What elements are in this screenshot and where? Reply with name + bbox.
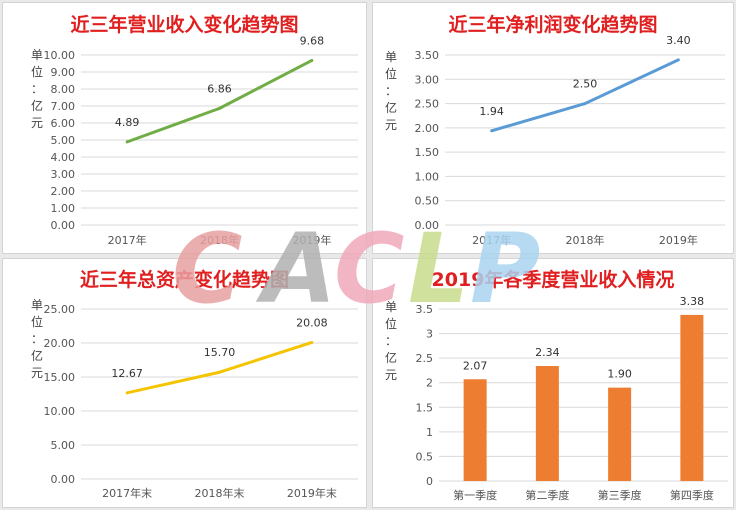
data-label: 6.86 bbox=[207, 82, 232, 95]
data-point bbox=[218, 370, 221, 374]
series-line bbox=[491, 58, 679, 133]
y-tick-label: 0.00 bbox=[51, 473, 76, 486]
y-tick-label: 9.00 bbox=[51, 66, 76, 79]
y-axis-label: 单位：亿元 bbox=[31, 298, 43, 380]
y-tick-label: 25.00 bbox=[44, 303, 76, 316]
x-tick-label: 2019年 bbox=[292, 233, 331, 247]
x-tick-label: 2017年 bbox=[108, 233, 147, 247]
data-label: 20.08 bbox=[296, 316, 328, 329]
x-tick-label: 第三季度 bbox=[598, 488, 642, 502]
chart-title: 近三年净利润变化趋势图 bbox=[448, 13, 657, 36]
y-tick-label: 3.00 bbox=[415, 73, 440, 86]
y-tick-label: 20.00 bbox=[44, 337, 76, 350]
data-label: 4.89 bbox=[115, 116, 140, 129]
data-label: 3.40 bbox=[666, 34, 691, 47]
y-tick-label: 15.00 bbox=[44, 371, 76, 384]
y-tick-label: 10.00 bbox=[44, 49, 76, 62]
x-tick-label: 2018年 bbox=[200, 233, 239, 247]
total-assets-chart-panel: 近三年总资产变化趋势图单位：亿元 0.00 5.00 10.00 15.00 20.00 2… bbox=[2, 258, 367, 508]
y-tick-label: 2.5 bbox=[416, 352, 434, 365]
y-tick-label: 0 bbox=[426, 475, 433, 488]
data-point bbox=[490, 129, 494, 133]
bar bbox=[463, 379, 487, 481]
y-tick-label: 2.00 bbox=[415, 122, 440, 135]
data-label: 1.90 bbox=[607, 368, 632, 381]
x-tick-label: 2018年末 bbox=[195, 486, 245, 500]
y-tick-label: 1 bbox=[426, 426, 433, 439]
data-point bbox=[125, 140, 129, 144]
y-tick-label: 8.00 bbox=[51, 83, 76, 96]
data-label: 2.34 bbox=[535, 346, 560, 359]
y-tick-label: 5.00 bbox=[51, 439, 76, 452]
x-tick-label: 2017年 bbox=[472, 233, 511, 247]
y-axis-label: 单位：亿元 bbox=[31, 48, 43, 130]
y-tick-label: 1.5 bbox=[416, 401, 434, 414]
y-axis-label: 单位：亿元 bbox=[385, 300, 397, 382]
y-tick-label: 5.00 bbox=[51, 134, 76, 147]
data-point bbox=[218, 106, 221, 110]
bar bbox=[535, 366, 559, 481]
y-tick-label: 10.00 bbox=[44, 405, 76, 418]
y-tick-label: 1.50 bbox=[415, 146, 440, 159]
y-tick-label: 0.5 bbox=[416, 450, 434, 463]
series-line bbox=[126, 59, 313, 144]
x-tick-label: 2019年末 bbox=[287, 486, 337, 500]
data-label: 2.50 bbox=[573, 78, 598, 91]
data-point bbox=[676, 58, 680, 62]
y-axis-label: 单位：亿元 bbox=[385, 50, 397, 132]
y-tick-label: 0.50 bbox=[415, 195, 440, 208]
chart-title: 近三年总资产变化趋势图 bbox=[80, 268, 289, 291]
y-tick-label: 2.00 bbox=[51, 185, 76, 198]
y-tick-label: 3.50 bbox=[415, 49, 440, 62]
data-label: 15.70 bbox=[204, 346, 236, 359]
y-tick-label: 6.00 bbox=[51, 117, 76, 130]
y-tick-label: 3 bbox=[426, 328, 433, 341]
y-tick-label: 0.00 bbox=[415, 219, 440, 232]
y-tick-label: 4.00 bbox=[51, 151, 76, 164]
bar bbox=[608, 387, 632, 481]
data-label: 9.68 bbox=[300, 34, 325, 47]
data-label: 3.38 bbox=[680, 295, 705, 308]
data-point bbox=[310, 340, 314, 344]
data-point bbox=[310, 58, 314, 62]
y-tick-label: 2.50 bbox=[415, 98, 440, 111]
y-tick-label: 0.00 bbox=[51, 219, 76, 232]
y-tick-label: 1.00 bbox=[415, 170, 440, 183]
chart-title: 2019年各季度营业收入情况 bbox=[432, 268, 675, 291]
data-point bbox=[125, 391, 129, 395]
x-tick-label: 2019年 bbox=[659, 233, 698, 247]
bar bbox=[680, 314, 704, 481]
data-label: 12.67 bbox=[111, 367, 143, 380]
x-tick-label: 2017年末 bbox=[102, 486, 152, 500]
y-tick-label: 3.00 bbox=[51, 168, 76, 181]
chart-title: 近三年营业收入变化趋势图 bbox=[70, 13, 298, 36]
x-tick-label: 第四季度 bbox=[670, 488, 714, 502]
y-tick-label: 7.00 bbox=[51, 100, 76, 113]
y-tick-label: 1.00 bbox=[51, 202, 76, 215]
y-tick-label: 2 bbox=[426, 377, 433, 390]
data-label: 2.07 bbox=[463, 359, 488, 372]
data-point bbox=[583, 102, 587, 106]
x-tick-label: 第一季度 bbox=[453, 488, 497, 502]
y-tick-label: 3.5 bbox=[416, 303, 434, 316]
net-profit-chart-panel: 近三年净利润变化趋势图单位：亿元 0.00 0.50 1.00 1.50 2.00 2.50… bbox=[372, 2, 734, 254]
x-tick-label: 第二季度 bbox=[525, 488, 569, 502]
revenue-chart-panel: 近三年营业收入变化趋势图单位：亿元 0.00 1.00 2.00 3.00 4.00 5.0… bbox=[2, 2, 367, 254]
data-label: 1.94 bbox=[479, 105, 504, 118]
quarterly-revenue-chart-panel: 2019年各季度营业收入情况单位：亿元 0 0.5 1 1.5 2 2.5 3 3.5 第一季度 第… bbox=[372, 258, 734, 508]
x-tick-label: 2018年 bbox=[566, 233, 605, 247]
